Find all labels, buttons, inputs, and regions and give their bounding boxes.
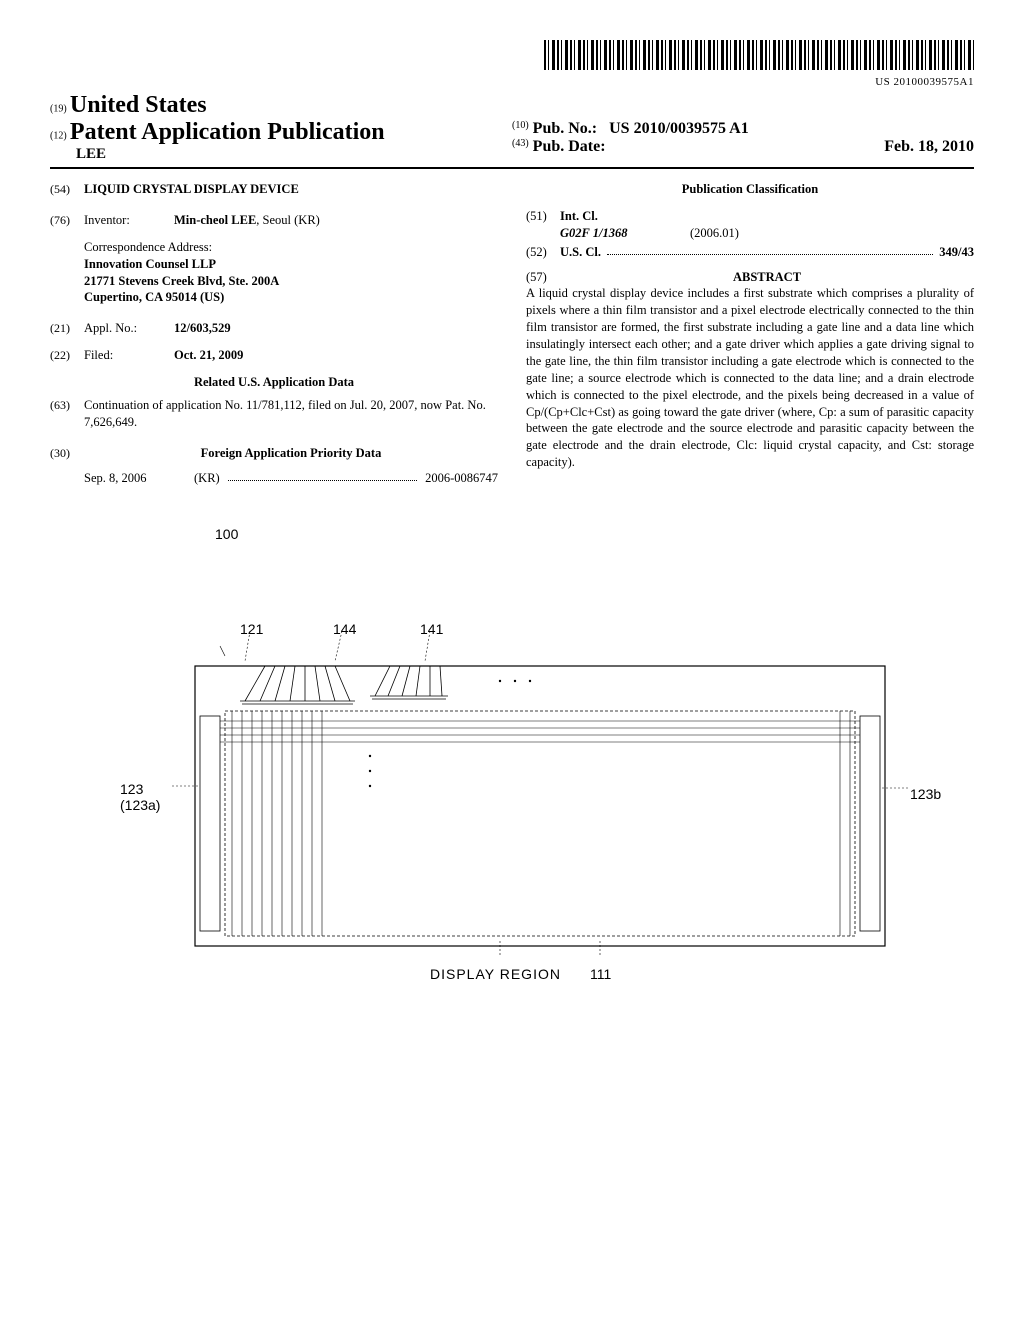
- intcl-row: (51) Int. Cl.: [526, 208, 974, 225]
- appl-no-code: (21): [50, 320, 84, 337]
- left-column: (54) LIQUID CRYSTAL DISPLAY DEVICE (76) …: [50, 181, 498, 486]
- title-code: (54): [50, 181, 84, 198]
- uscl-row: (52) U.S. Cl. 349/43: [526, 244, 974, 261]
- intcl-year: (2006.01): [690, 225, 739, 242]
- uscl-label: U.S. Cl.: [560, 244, 601, 261]
- appl-no-label: Appl. No.:: [84, 320, 174, 337]
- foreign-app-number: 2006-0086747: [425, 470, 498, 487]
- pub-type-line: (12) Patent Application Publication: [50, 119, 512, 146]
- pub-class-heading: Publication Classification: [526, 181, 974, 198]
- right-column: Publication Classification (51) Int. Cl.…: [526, 181, 974, 486]
- foreign-heading: Foreign Application Priority Data: [84, 445, 498, 462]
- pub-date-value: Feb. 18, 2010: [884, 138, 974, 156]
- inventor-label: Inventor:: [84, 212, 174, 229]
- inventor-row: (76) Inventor: Min-cheol LEE, Seoul (KR): [50, 212, 498, 229]
- invention-title: LIQUID CRYSTAL DISPLAY DEVICE: [84, 181, 299, 198]
- pub-date-label: Pub. Date:: [533, 138, 606, 156]
- foreign-country: (KR): [194, 470, 220, 487]
- related-us-heading: Related U.S. Application Data: [50, 374, 498, 391]
- abstract-text: A liquid crystal display device includes…: [526, 285, 974, 471]
- header-left: (19) United States (12) Patent Applicati…: [50, 92, 512, 163]
- barcode-text: US 20100039575A1: [50, 76, 974, 88]
- abstract-heading: ABSTRACT: [560, 269, 974, 286]
- fig-ref-111: 111: [590, 966, 611, 982]
- country-line: (19) United States: [50, 92, 512, 119]
- filed-row: (22) Filed: Oct. 21, 2009: [50, 347, 498, 364]
- continuation-row: (63) Continuation of application No. 11/…: [50, 397, 498, 431]
- appl-no-row: (21) Appl. No.: 12/603,529: [50, 320, 498, 337]
- country-name: United States: [70, 92, 207, 118]
- foreign-date: Sep. 8, 2006: [84, 470, 194, 487]
- filed-code: (22): [50, 347, 84, 364]
- intcl-value-row: G02F 1/1368 (2006.01): [560, 225, 974, 242]
- fig-ref-100: 100: [215, 526, 238, 542]
- abstract-heading-row: (57) ABSTRACT: [526, 269, 974, 286]
- pub-date-line: (43) Pub. Date: Feb. 18, 2010: [512, 138, 974, 156]
- country-code: (19): [50, 104, 67, 115]
- correspondence-block: Correspondence Address: Innovation Couns…: [84, 239, 498, 307]
- inventor-surname-line: LEE: [76, 146, 512, 163]
- barcode-graphic: [544, 40, 974, 70]
- fig-ref-123-text: 123: [120, 781, 143, 797]
- continuation-code: (63): [50, 397, 84, 431]
- intcl-label: Int. Cl.: [560, 208, 598, 225]
- fig-ref-123: 123 (123a): [120, 781, 160, 813]
- fig-ref-123b: 123b: [910, 786, 941, 802]
- header-right: (10) Pub. No.: US 2010/0039575 A1 (43) P…: [512, 92, 974, 163]
- inventor-surname: LEE: [76, 146, 106, 162]
- inventor-value: Min-cheol LEE, Seoul (KR): [174, 212, 498, 229]
- pub-no-value: US 2010/0039575 A1: [609, 120, 749, 138]
- intcl-code: (51): [526, 208, 560, 225]
- correspondence-line1: Innovation Counsel LLP: [84, 256, 498, 273]
- title-row: (54) LIQUID CRYSTAL DISPLAY DEVICE: [50, 181, 498, 198]
- bibliographic-columns: (54) LIQUID CRYSTAL DISPLAY DEVICE (76) …: [50, 181, 974, 486]
- foreign-priority-row: Sep. 8, 2006 (KR) 2006-0086747: [50, 470, 498, 487]
- figure-area: 100 121 144 141 123 (123a) 123b DISPLAY …: [50, 526, 974, 1006]
- correspondence-line3: Cupertino, CA 95014 (US): [84, 289, 498, 306]
- inventor-name-value: Min-cheol LEE: [174, 213, 256, 227]
- document-header: (19) United States (12) Patent Applicati…: [50, 92, 974, 169]
- foreign-dots: [228, 470, 417, 481]
- uscl-code: (52): [526, 244, 560, 261]
- inventor-code: (76): [50, 212, 84, 229]
- fig-display-region: DISPLAY REGION: [430, 966, 561, 982]
- abstract-code: (57): [526, 269, 560, 286]
- pub-date-code: (43): [512, 138, 529, 156]
- uscl-dots: [607, 244, 933, 255]
- continuation-text: Continuation of application No. 11/781,1…: [84, 397, 498, 431]
- fig-ref-123a-text: (123a): [120, 797, 160, 813]
- intcl-class: G02F 1/1368: [560, 225, 690, 242]
- correspondence-label: Correspondence Address:: [84, 239, 498, 256]
- foreign-heading-row: (30) Foreign Application Priority Data: [50, 445, 498, 462]
- appl-no-value: 12/603,529: [174, 320, 498, 337]
- correspondence-line2: 21771 Stevens Creek Blvd, Ste. 200A: [84, 273, 498, 290]
- pub-no-line: (10) Pub. No.: US 2010/0039575 A1: [512, 120, 974, 138]
- uscl-value: 349/43: [939, 244, 974, 261]
- filed-label: Filed:: [84, 347, 174, 364]
- pub-type: Patent Application Publication: [70, 119, 385, 145]
- pub-no-code: (10): [512, 120, 529, 138]
- foreign-heading-code: (30): [50, 445, 84, 462]
- figure-svg: [170, 616, 910, 956]
- barcode-section: US 20100039575A1: [50, 40, 974, 88]
- filed-value: Oct. 21, 2009: [174, 347, 498, 364]
- pub-type-code: (12): [50, 131, 67, 142]
- pub-no-label: Pub. No.:: [533, 120, 597, 138]
- inventor-location: , Seoul (KR): [256, 213, 320, 227]
